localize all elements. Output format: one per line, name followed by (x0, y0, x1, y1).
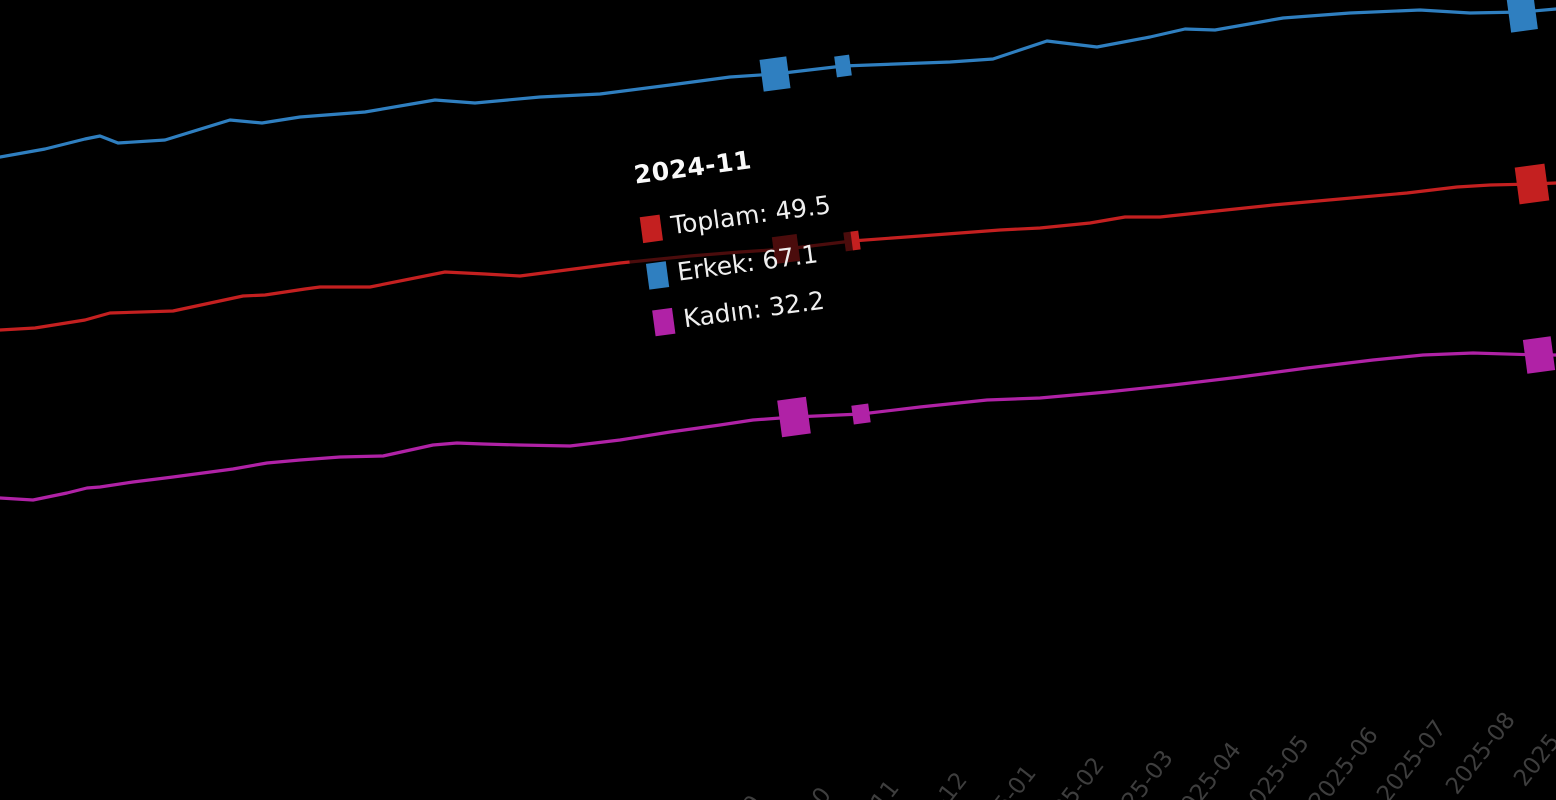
hover-point-kadin-marker[interactable] (777, 396, 811, 438)
last-point-erkek-marker[interactable] (1506, 0, 1538, 33)
next-point-erkek-marker[interactable] (834, 54, 852, 78)
tooltip-row-erkek: Erkek: 67.1 (645, 239, 839, 290)
next-point-kadin-marker[interactable] (851, 403, 871, 425)
tooltip-row-text: Toplam: 49.5 (669, 190, 833, 241)
x-axis-label-2025-09: 2025-09 (1509, 700, 1556, 792)
series-line-kadin (0, 351, 1556, 502)
x-axis-label-2024-09: 2024-09 (688, 791, 768, 800)
tooltip-row-kadin: Kadın: 32.2 (652, 285, 845, 337)
tooltip-row-text: Kadın: 32.2 (681, 285, 827, 334)
tooltip-rows: Toplam: 49.5 Erkek: 67.1 Kadın: 32.2 (639, 190, 845, 337)
x-axis-label-2025-04: 2025-04 (1167, 738, 1247, 800)
x-axis-label-2025-08: 2025-08 (1441, 708, 1521, 800)
x-axis-label-2025-01: 2025-01 (962, 761, 1042, 800)
hover-point-erkek-marker[interactable] (759, 56, 791, 92)
last-point-kadin-marker[interactable] (1522, 336, 1556, 374)
last-point-toplam-marker[interactable] (1514, 163, 1550, 205)
tooltip-row-toplam: Toplam: 49.5 (639, 190, 833, 244)
series-line-erkek (0, 7, 1556, 159)
series-swatch-icon (645, 261, 670, 290)
x-axis-label-2025-05: 2025-05 (1235, 731, 1315, 800)
x-axis-label-2025-02: 2025-02 (1030, 753, 1110, 800)
x-axis-label-2025-03: 2025-03 (1099, 746, 1179, 800)
series-swatch-icon (652, 307, 676, 337)
tooltip-row-text: Erkek: 67.1 (675, 239, 820, 287)
x-axis-label-2024-11: 2024-11 (825, 776, 905, 800)
series-swatch-icon (639, 214, 663, 244)
x-axis-label-2024-10: 2024-10 (757, 783, 837, 800)
chart-tooltip: 2024-11 Toplam: 49.5 Erkek: 67.1 Kadın: 32… (615, 123, 863, 353)
x-axis-label-2024-12: 2024-12 (893, 768, 973, 800)
x-axis-label-2025-07: 2025-07 (1372, 716, 1452, 800)
x-axis-label-2025-06: 2025-06 (1304, 723, 1384, 800)
